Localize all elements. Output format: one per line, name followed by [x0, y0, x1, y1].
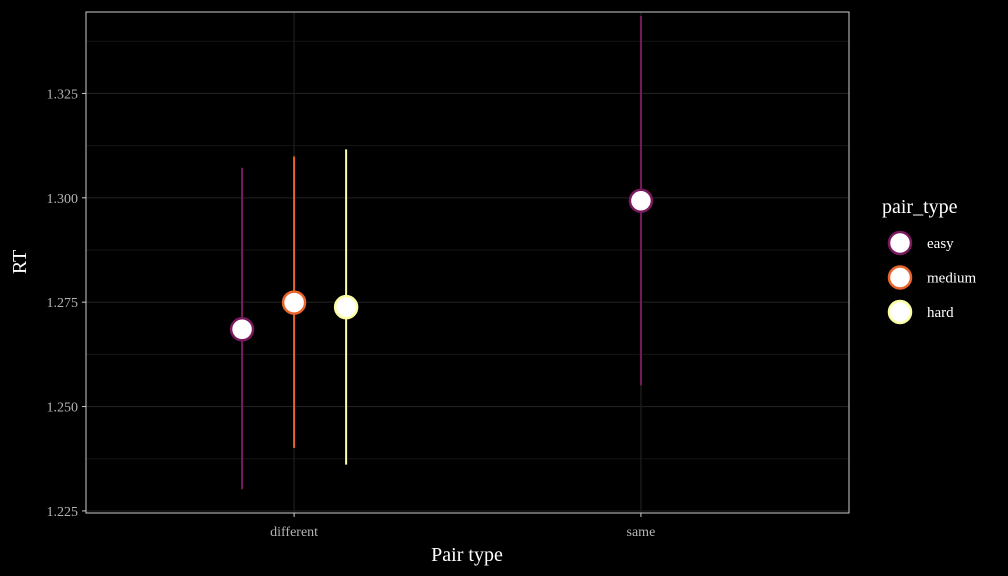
point-medium-different: [281, 290, 307, 315]
panel-border: [85, 11, 850, 514]
legend: pair_type easy medium hard: [882, 196, 976, 325]
y-axis: 1.225 1.250 1.275 1.300 1.325: [47, 87, 86, 520]
legend-key-easy: [887, 230, 913, 256]
point-easy-different: [229, 317, 255, 342]
y-tick-label: 1.325: [47, 87, 79, 102]
x-tick-label: different: [270, 525, 318, 540]
legend-label-hard: hard: [927, 305, 954, 321]
x-axis-title: Pair type: [431, 544, 503, 566]
legend-label-medium: medium: [927, 271, 976, 287]
point-easy-same: [628, 188, 654, 213]
legend-label-easy: easy: [927, 236, 954, 252]
y-axis-title: RT: [9, 250, 31, 274]
y-tick-label: 1.275: [47, 296, 79, 311]
x-tick-label: same: [627, 525, 656, 540]
points-layer: [229, 188, 654, 342]
legend-key-medium: [887, 265, 913, 290]
x-axis: different same: [270, 513, 655, 540]
legend-entries: easy medium hard: [887, 230, 976, 325]
legend-title: pair_type: [882, 196, 958, 218]
y-tick-label: 1.250: [47, 401, 79, 416]
point-hard-different: [333, 294, 359, 320]
y-tick-label: 1.300: [47, 192, 79, 207]
legend-key-hard: [887, 299, 913, 325]
y-tick-label: 1.225: [47, 505, 79, 520]
